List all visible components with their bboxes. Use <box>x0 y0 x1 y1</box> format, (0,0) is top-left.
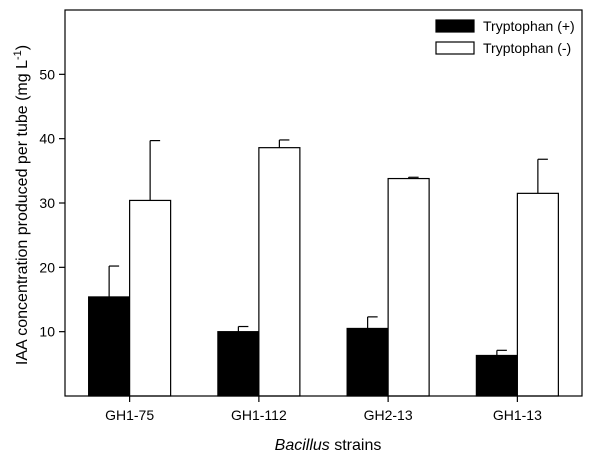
y-tick-label: 20 <box>39 259 55 275</box>
bar <box>346 327 389 397</box>
bar <box>387 177 430 397</box>
legend-swatch <box>435 19 475 33</box>
x-tick-label: GH1-75 <box>105 407 154 423</box>
bar <box>475 354 518 397</box>
y-axis-label-close: ) <box>14 45 31 50</box>
y-axis-label: IAA concentration produced per tube (mg … <box>12 45 31 365</box>
legend: Tryptophan (+) Tryptophan (-) <box>435 18 575 56</box>
legend-swatch <box>435 41 475 55</box>
x-axis-label-italic: Bacillus <box>275 437 330 454</box>
bar <box>129 199 172 397</box>
legend-label: Tryptophan (-) <box>483 40 571 56</box>
legend-label: Tryptophan (+) <box>483 18 575 34</box>
bar <box>88 296 131 397</box>
x-tick-label: GH1-112 <box>231 407 287 423</box>
y-axis-label-main: IAA concentration produced per tube (mg … <box>14 60 31 365</box>
x-tick-label: GH1-13 <box>493 407 542 423</box>
x-axis-label: Bacillus strains <box>275 437 382 454</box>
bar <box>217 331 260 397</box>
x-tick-label: GH2-13 <box>364 407 413 423</box>
y-axis-label-sup: -1 <box>12 50 24 60</box>
x-axis-label-rest: strains <box>330 437 382 454</box>
y-tick-label: 50 <box>39 66 55 82</box>
y-tick-label: 30 <box>39 195 55 211</box>
y-tick-label: 40 <box>39 131 55 147</box>
plot-area <box>88 139 559 397</box>
bar <box>516 192 559 397</box>
y-tick-label: 10 <box>39 324 55 340</box>
bar <box>258 147 301 397</box>
axes: 10 20 30 40 50 GH1-75 GH1-112 GH2-13 GH1-13 <box>39 9 583 423</box>
